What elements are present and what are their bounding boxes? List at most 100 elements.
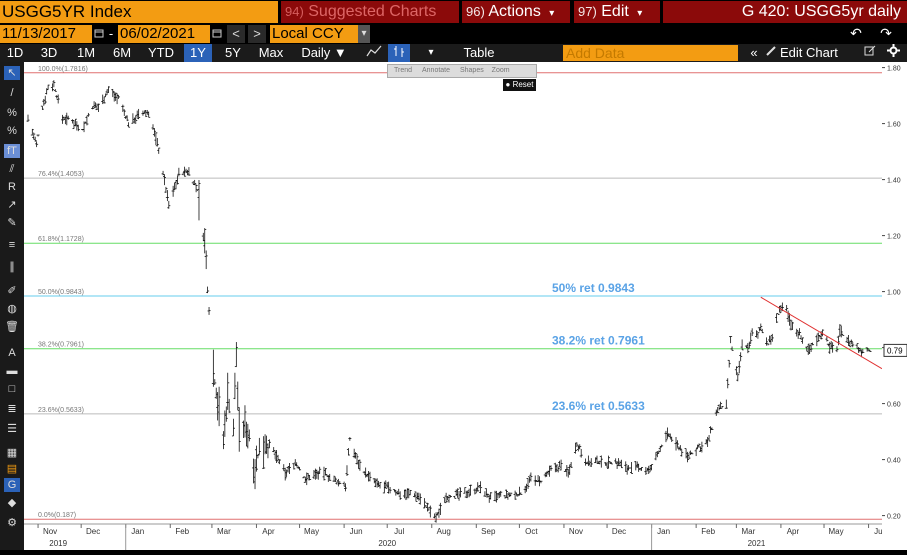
currency-caret-icon[interactable]: ▾ — [358, 25, 370, 43]
chart-type-caret-icon[interactable]: ▾ — [424, 44, 438, 62]
settings-tool-icon[interactable]: ⚙ — [4, 516, 20, 530]
reset-button[interactable]: ● Reset — [503, 79, 536, 91]
redo-icon[interactable]: ↷ — [876, 25, 896, 43]
text-tool-icon[interactable]: A — [4, 346, 20, 360]
date-bar: 11/13/2017 - 06/02/2021 < > Local CCY ▾ — [0, 24, 907, 44]
brush-tool-icon[interactable]: ✎ — [4, 216, 20, 230]
end-date-field[interactable]: 06/02/2021 — [118, 25, 210, 43]
bold-tool-icon[interactable]: ▬ — [4, 364, 20, 378]
candle — [206, 287, 209, 294]
y-tick-label: 1.20 — [887, 234, 901, 241]
y-tick-label: 1.40 — [887, 178, 901, 185]
range-max[interactable]: Max — [254, 44, 288, 62]
x-month-label: Jan — [131, 527, 144, 536]
candle — [157, 148, 160, 154]
pointer-icon[interactable]: ↖ — [4, 66, 20, 80]
retracement-annotation: 38.2% ret 0.7961 — [552, 334, 645, 348]
fib-tool-icon[interactable]: % — [4, 124, 20, 138]
y-tick-label: 0.40 — [887, 458, 901, 465]
reset-label: Reset — [513, 80, 534, 89]
x-year-label: 2021 — [748, 539, 766, 548]
security-field[interactable]: USGG5YR Index — [0, 1, 278, 23]
box-tool-icon[interactable]: □ — [4, 382, 20, 396]
zoom-menu-item[interactable]: Zoom — [492, 67, 510, 74]
edit-menu[interactable]: 97) Edit ▾ — [574, 1, 660, 23]
candle — [123, 109, 126, 116]
fan-tool-icon[interactable]: ⫽ — [4, 162, 20, 176]
next-period-button[interactable]: > — [248, 25, 266, 43]
candle — [345, 465, 348, 476]
add-data-input[interactable]: Add Data — [563, 45, 738, 61]
range-6m[interactable]: 6M — [108, 44, 136, 62]
range-1y[interactable]: 1Y — [184, 44, 212, 62]
undo-icon[interactable]: ↶ — [846, 25, 866, 43]
line-style-icon[interactable]: ≣ — [4, 402, 20, 416]
line-weight-icon[interactable]: ☰ — [4, 422, 20, 436]
range-1m[interactable]: 1M — [72, 44, 100, 62]
chart-area[interactable]: 100.0%(1.7816)76.4%(1.4053)61.8%(1.1728)… — [24, 62, 882, 550]
table-button[interactable]: Table — [452, 44, 506, 62]
date-separator: - — [106, 25, 116, 43]
percent-tool-icon[interactable]: % — [4, 106, 20, 120]
candle — [738, 361, 741, 373]
candle — [236, 382, 239, 410]
actions-menu[interactable]: 96) Actions ▾ — [462, 1, 570, 23]
line-tool-icon[interactable]: / — [4, 86, 20, 100]
y-axis: 0.200.400.600.801.001.201.401.601.800.79 — [882, 62, 907, 550]
r-tool-icon[interactable]: R — [4, 180, 20, 194]
annotate-menu-item[interactable]: Annotate — [422, 67, 450, 74]
fib-level-label: 23.6%(0.5633) — [38, 407, 84, 414]
grid-tool-icon[interactable]: ▦ — [4, 446, 20, 460]
arrow-tool-icon[interactable]: ↗ — [4, 198, 20, 212]
trend-menu-item[interactable]: Trend — [394, 67, 412, 74]
pen-tool-icon[interactable]: ✐ — [4, 284, 20, 298]
candle — [37, 135, 40, 137]
currency-select[interactable]: Local CCY — [270, 25, 358, 43]
range-5y[interactable]: 5Y — [219, 44, 247, 62]
calendar-tool-icon[interactable]: ▤ — [4, 462, 20, 476]
g-tool-icon[interactable]: G — [4, 478, 20, 492]
frequency-select[interactable]: Daily ▼ — [294, 44, 354, 62]
candle — [348, 437, 351, 441]
x-month-label: Apr — [262, 527, 275, 536]
chart-tool-menu[interactable]: Trend Annotate Shapes Zoom — [387, 64, 537, 78]
x-month-label: Jan — [657, 527, 670, 536]
range-ytd[interactable]: YTD — [144, 44, 178, 62]
trash-icon[interactable]: 🗑 — [4, 320, 20, 334]
candle — [347, 448, 350, 455]
drawing-toolbar: ↖ / % % fT ⫽ R ↗ ✎ ≡ ∥ ✐ ◍ 🗑 A ▬ □ ≣ ☰ ▦… — [0, 62, 24, 550]
edit-num: 97) — [578, 4, 597, 19]
range-3d[interactable]: 3D — [36, 44, 62, 62]
range-1d[interactable]: 1D — [2, 44, 28, 62]
palette-icon[interactable]: ◆ — [4, 496, 20, 510]
x-month-label: Jun — [350, 527, 363, 536]
line-chart-icon[interactable] — [364, 44, 384, 62]
gear-icon[interactable] — [884, 44, 902, 62]
candle — [232, 419, 235, 436]
shapes-menu-item[interactable]: Shapes — [460, 67, 484, 74]
calendar-icon[interactable] — [93, 25, 105, 43]
x-year-label: 2019 — [49, 539, 67, 548]
collapse-icon[interactable]: « — [746, 44, 762, 62]
x-month-label: Dec — [86, 527, 100, 536]
start-date-field[interactable]: 11/13/2017 — [0, 25, 92, 43]
channel-tool-icon[interactable]: ≡ — [4, 238, 20, 252]
bar-chart-icon[interactable] — [388, 44, 410, 62]
candle — [167, 201, 170, 209]
calendar-icon[interactable] — [211, 25, 223, 43]
candle — [726, 378, 729, 388]
prev-period-button[interactable]: < — [227, 25, 245, 43]
suggested-charts-button[interactable]: 94) Suggested Charts — [281, 1, 459, 23]
fib-retracement-icon[interactable]: fT — [4, 144, 20, 158]
candle — [580, 449, 583, 458]
fill-tool-icon[interactable]: ◍ — [4, 302, 20, 316]
candle — [208, 307, 211, 315]
y-tick-label: 1.60 — [887, 122, 901, 129]
edit-box-icon[interactable] — [862, 44, 878, 62]
candle — [728, 360, 731, 368]
edit-chart-button[interactable]: Edit Chart — [780, 44, 858, 62]
parallel-tool-icon[interactable]: ∥ — [4, 260, 20, 274]
candle — [318, 467, 321, 474]
price-chart[interactable]: 100.0%(1.7816)76.4%(1.4053)61.8%(1.1728)… — [24, 62, 882, 550]
fib-level-label: 50.0%(0.9843) — [38, 289, 84, 296]
